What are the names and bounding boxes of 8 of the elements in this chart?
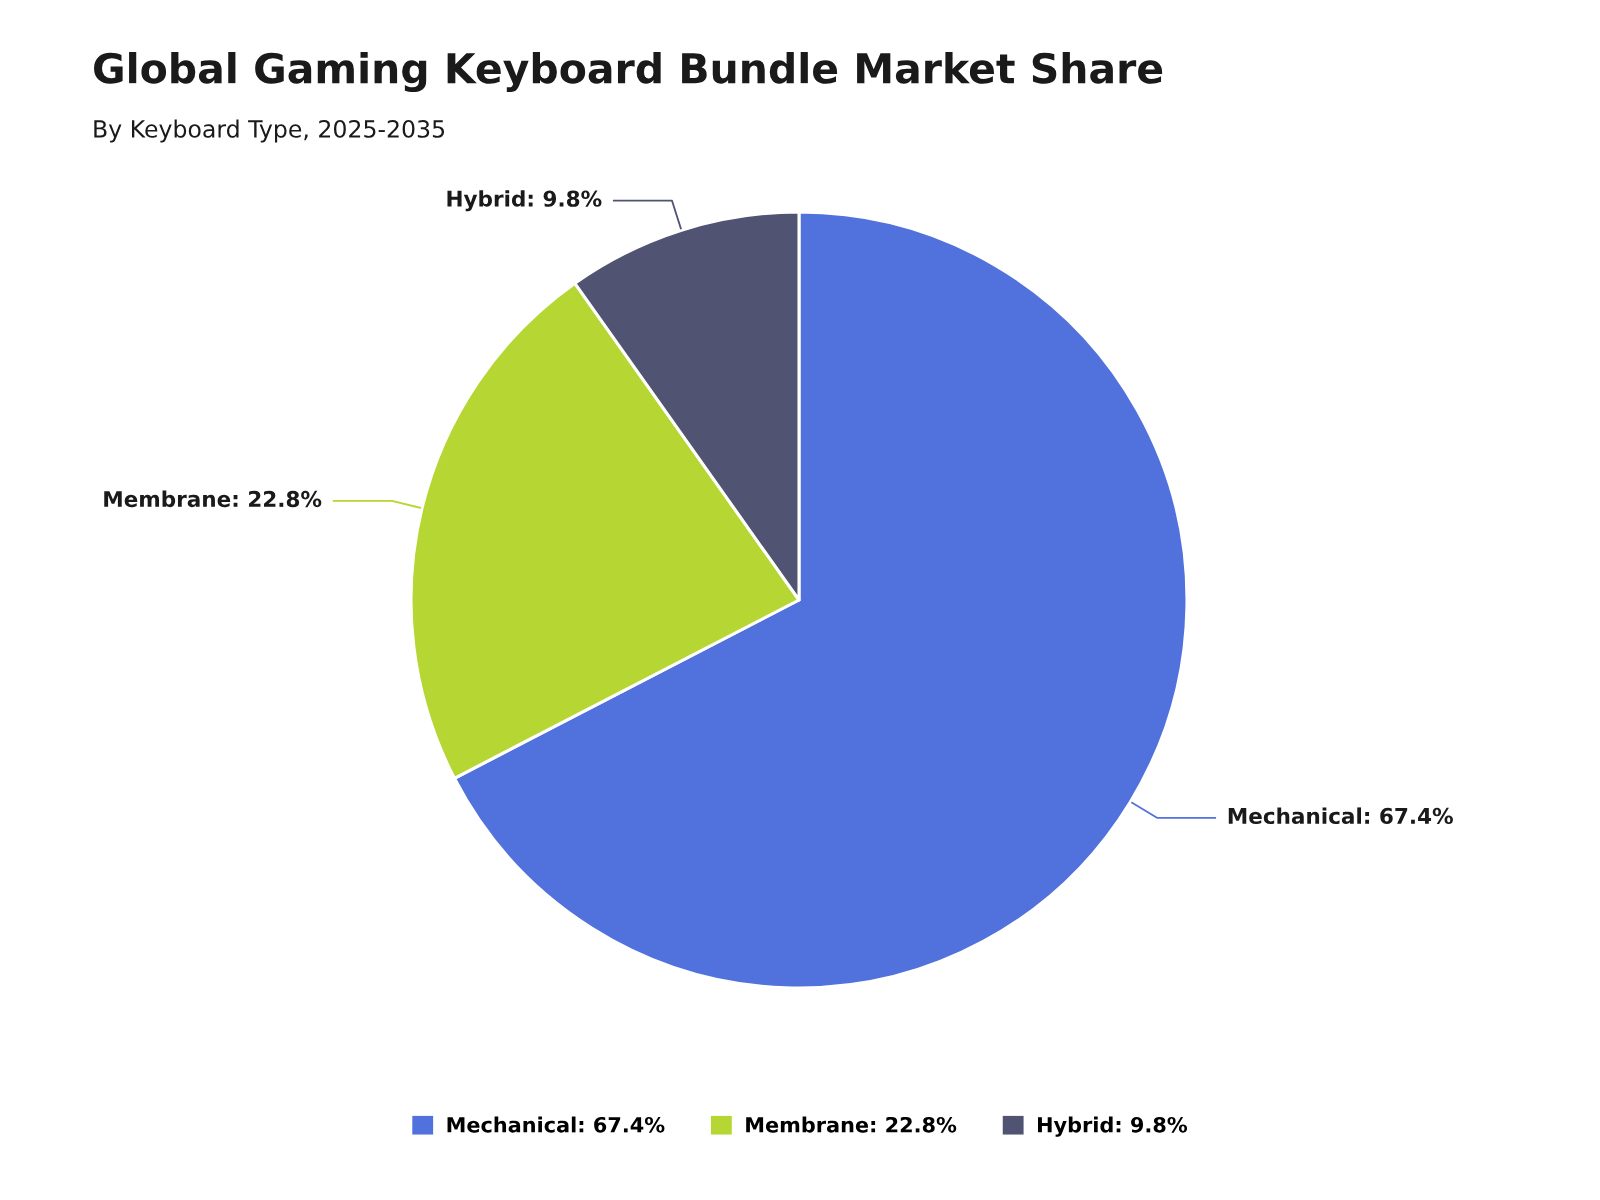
legend-label: Hybrid: 9.8% xyxy=(1038,1116,1188,1137)
slice-label: Hybrid: 9.8% xyxy=(447,190,602,212)
chart-title: Global Gaming Keyboard Bundle Market Share xyxy=(94,52,1163,92)
legend-label: Mechanical: 67.4% xyxy=(447,1116,665,1133)
slice-label: Membrane: 22.8% xyxy=(104,490,322,508)
slice-label: Mechanical: 67.4% xyxy=(1228,807,1453,825)
chart-subtitle: By Keyboard Type, 2025-2035 xyxy=(94,119,445,143)
legend-label: Membrane: 22.8% xyxy=(746,1116,957,1133)
